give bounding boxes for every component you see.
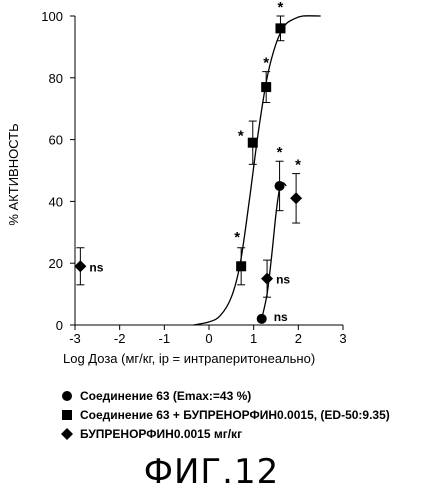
- series-1-point: [261, 82, 271, 92]
- point-annotation: *: [295, 157, 301, 174]
- legend-label: Соединение 63 (Emax:=43 %): [80, 389, 251, 403]
- series-1-point: [248, 138, 258, 148]
- point-annotation: *: [263, 55, 269, 72]
- x-tick-label: 3: [339, 331, 346, 346]
- series-2-point: [290, 192, 302, 204]
- square-marker-icon: [60, 408, 74, 422]
- y-tick-label: 80: [49, 71, 63, 86]
- y-axis-label: % АКТИВНОСТЬ: [6, 123, 21, 225]
- point-annotation: *: [234, 229, 240, 246]
- point-annotation: ns: [89, 260, 103, 274]
- series-2-point: [261, 273, 273, 285]
- chart-axes: 0 20 40 60 80 100 -3 -2 -1 0 1 2 3: [41, 9, 346, 346]
- x-tick-label: 1: [250, 331, 257, 346]
- y-tick-label: 60: [49, 133, 63, 148]
- y-tick-label: 20: [49, 256, 63, 271]
- x-axis-label: Log Доза (мг/кг, ip = интраперитонеально…: [63, 351, 315, 366]
- diamond-marker-icon: [60, 427, 74, 441]
- point-annotation: *: [238, 128, 244, 145]
- series-0-fit-curve: [262, 183, 287, 319]
- x-tick-label: -1: [159, 331, 171, 346]
- y-tick-label: 100: [41, 9, 63, 24]
- chart-curves: [193, 16, 320, 325]
- series-2-point: [74, 260, 86, 272]
- point-annotation: ns: [276, 273, 290, 287]
- x-tick-label: 0: [205, 331, 212, 346]
- chart-plot: 0 20 40 60 80 100 -3 -2 -1 0 1 2 3 ns * * * * * ns ns * % АК…: [0, 0, 423, 380]
- point-annotation: *: [277, 144, 283, 161]
- chart-marks: ns * * * * * ns ns *: [74, 0, 302, 324]
- x-tick-label: -3: [69, 331, 81, 346]
- series-1-point: [236, 261, 246, 271]
- legend-label: БУПРЕНОРФИН: [80, 427, 174, 441]
- y-tick-label: 40: [49, 194, 63, 209]
- point-annotation: *: [278, 0, 284, 16]
- legend-item-compound63: Соединение 63 (Emax:=43 %): [60, 386, 390, 405]
- legend-label-suffix: 0.0015, (ED-50:9.35): [277, 408, 390, 422]
- series-0-point: [257, 314, 267, 324]
- circle-marker-icon: [60, 389, 74, 403]
- point-annotation: ns: [274, 310, 288, 324]
- y-tick-label: 0: [56, 318, 63, 333]
- x-tick-label: -2: [114, 331, 126, 346]
- x-tick-label: 2: [295, 331, 302, 346]
- legend-item-buprenorphine: БУПРЕНОРФИН 0.0015 мг/кг: [60, 424, 390, 443]
- figure-caption: ФИГ.12: [0, 452, 423, 492]
- chart-legend: Соединение 63 (Emax:=43 %) Соединение 63…: [60, 386, 390, 443]
- legend-item-compound63-buprenorphine: Соединение 63 + БУПРЕНОРФИН 0.0015, (ED-…: [60, 405, 390, 424]
- series-0-point: [275, 181, 285, 191]
- legend-label-suffix: 0.0015 мг/кг: [174, 427, 242, 441]
- legend-label: Соединение 63 + БУПРЕНОРФИН: [80, 408, 277, 422]
- series-1-point: [275, 23, 285, 33]
- series-1-fit-curve: [193, 16, 320, 325]
